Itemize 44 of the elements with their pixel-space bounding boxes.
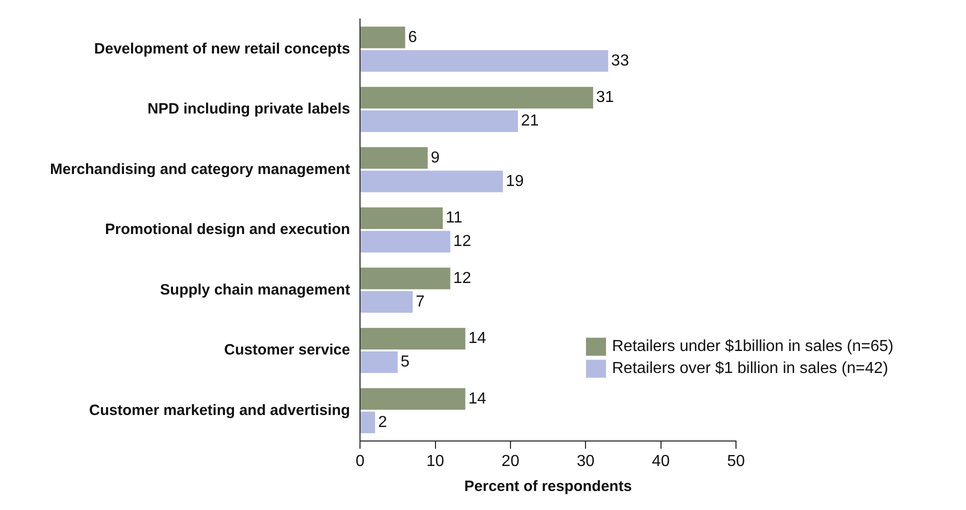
data-label: 11 <box>446 210 462 227</box>
bar <box>360 207 443 229</box>
data-label: 2 <box>378 414 388 431</box>
data-label: 12 <box>453 270 472 287</box>
data-label: 31 <box>596 89 614 106</box>
x-tick-label: 10 <box>426 452 444 470</box>
bar <box>360 388 466 410</box>
data-label: 19 <box>506 172 524 190</box>
bar <box>360 268 450 290</box>
data-label: 21 <box>520 112 539 130</box>
bar <box>360 147 428 169</box>
bar <box>360 50 608 72</box>
x-tick-label: 30 <box>576 452 595 470</box>
bar <box>360 230 450 252</box>
data-label: 6 <box>408 28 418 46</box>
data-label: 7 <box>416 293 425 310</box>
x-tick-label: 50 <box>727 452 745 470</box>
data-label: 14 <box>468 330 486 348</box>
data-label: 9 <box>430 149 440 166</box>
bar <box>360 291 413 313</box>
data-label: 14 <box>468 390 486 408</box>
y-tick-label: Promotional design and execution <box>105 221 350 238</box>
y-tick-label: Development of new retail concepts <box>94 40 350 58</box>
x-axis-title: Percent of respondents <box>464 478 632 496</box>
data-label: 33 <box>611 52 630 70</box>
bar <box>360 26 406 48</box>
bar <box>360 351 398 373</box>
bar <box>360 86 594 108</box>
y-tick-label: NPD including private labels <box>148 100 350 118</box>
bar <box>360 412 376 434</box>
x-tick-label: 20 <box>502 452 520 470</box>
data-label: 12 <box>453 233 472 250</box>
bar <box>360 170 503 192</box>
y-tick-label: Supply chain management <box>160 281 350 298</box>
y-tick-label: Customer marketing and advertising <box>89 402 350 419</box>
x-tick-label: 40 <box>652 452 670 470</box>
y-tick-label: Customer service <box>224 342 350 359</box>
legend-label: Retailers over $1 billion in sales (n=42) <box>612 360 888 378</box>
bar <box>360 328 466 350</box>
x-tick-label: 0 <box>356 452 365 470</box>
legend-label: Retailers under $1billion in sales (n=65) <box>612 338 894 356</box>
y-tick-label: Merchandising and category management <box>50 160 350 178</box>
data-label: 5 <box>400 354 410 371</box>
bar <box>360 110 518 132</box>
